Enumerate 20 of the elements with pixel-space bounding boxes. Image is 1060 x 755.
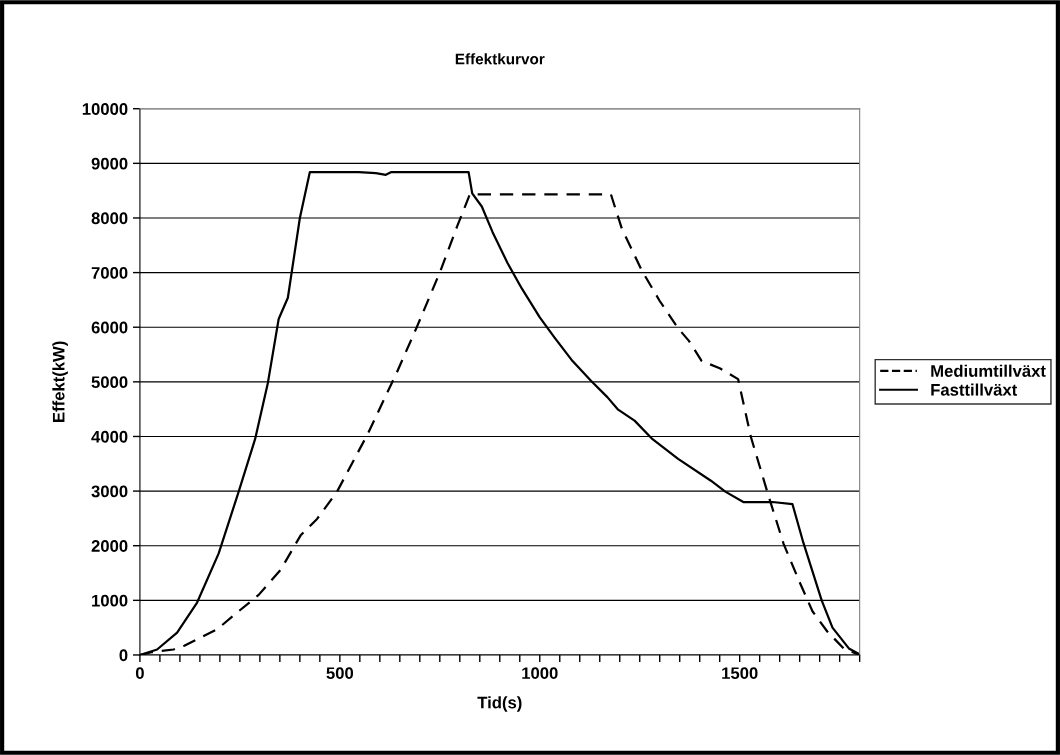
x-tick-label: 500 bbox=[326, 667, 354, 680]
x-tick-label: 1500 bbox=[722, 667, 758, 680]
y-tick-label: 0 bbox=[119, 649, 128, 662]
x-tick-label: 0 bbox=[135, 667, 144, 680]
y-tick-label: 7000 bbox=[91, 266, 128, 279]
y-axis-title: Effekt(kW) bbox=[52, 341, 68, 422]
legend-label: Fasttillväxt bbox=[931, 383, 1018, 396]
y-tick-label: 1000 bbox=[92, 594, 128, 607]
y-tick-label: 2000 bbox=[91, 540, 128, 552]
y-tick-label: 3000 bbox=[91, 485, 128, 498]
x-axis-title: Tid(s) bbox=[477, 696, 522, 712]
y-tick-label: 6000 bbox=[91, 321, 128, 334]
x-tick-label: 1000 bbox=[522, 667, 558, 680]
y-tick-label: 4000 bbox=[91, 430, 128, 443]
legend-label: Mediumtillväxt bbox=[931, 364, 1046, 377]
y-tick-label: 10000 bbox=[82, 103, 128, 115]
chart-title: Effektkurvor bbox=[455, 53, 545, 65]
y-tick-label: 8000 bbox=[91, 212, 128, 225]
y-tick-label: 5000 bbox=[91, 376, 128, 389]
y-tick-label: 9000 bbox=[91, 157, 128, 170]
